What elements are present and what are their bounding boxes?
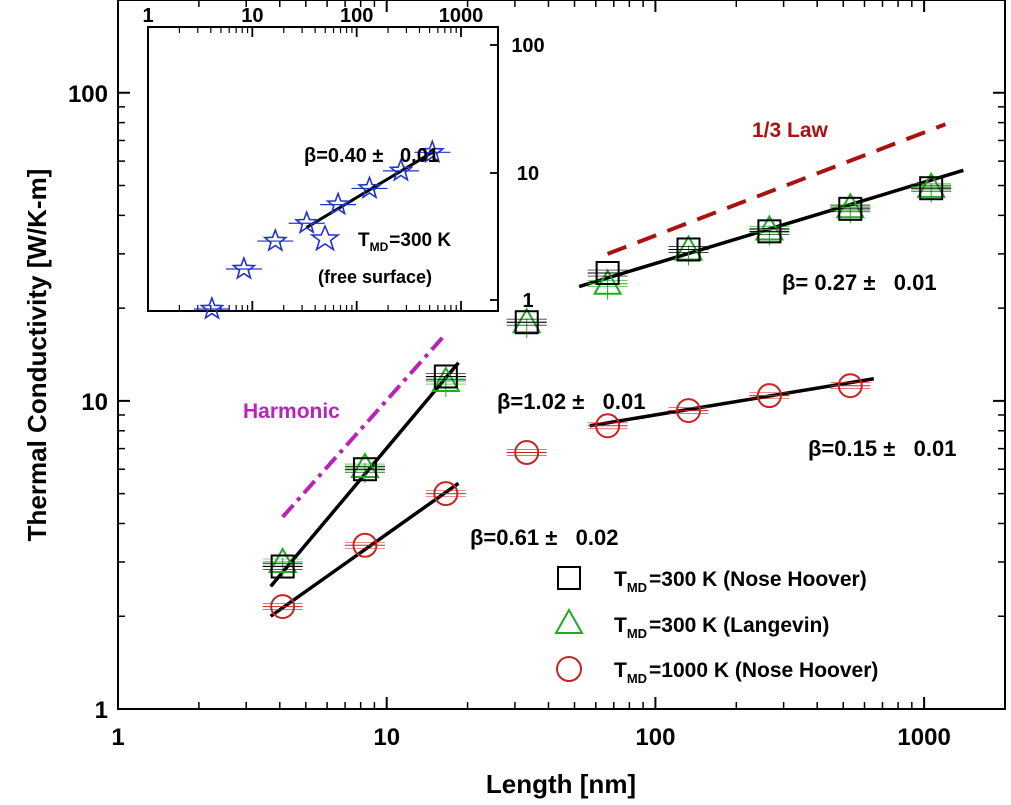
square-point: [514, 310, 539, 335]
y-tick-label: 1: [95, 697, 108, 724]
inset-data-points: [193, 138, 451, 320]
fit-line-2: [269, 481, 460, 618]
inset-frame: [147, 26, 499, 312]
square-point: [352, 457, 377, 482]
harmonic-line: [281, 332, 448, 519]
harmonic-label: Harmonic: [243, 400, 340, 423]
third-law-label: 1/3 Law: [752, 119, 829, 142]
circle-point: [756, 383, 782, 409]
legend: TMD=300 K (Nose Hoover) TMD=300 K (Lange…: [554, 566, 878, 686]
y-axis-title: Thermal Conductivity [W/K-m]: [22, 169, 52, 542]
inset-legend: TMD=300 K (free surface): [309, 223, 451, 287]
legend-marker-square: [557, 566, 581, 590]
legend-label-3: TMD=1000 K (Nose Hoover): [614, 659, 878, 686]
circle-point: [837, 373, 863, 399]
legend-marker-triangle: [554, 607, 584, 634]
data-points: [262, 171, 952, 620]
inset-star-point: [294, 209, 320, 234]
square-point: [757, 219, 782, 244]
inset-y-tick-label: 10: [517, 163, 539, 185]
inset-fit-line: [305, 150, 434, 229]
inset-axis-ticks: 1 10 100 1000 1 10 100: [142, 5, 544, 312]
square-point: [838, 196, 863, 221]
inset-x-tick-label: 100: [340, 5, 373, 27]
plot-frame: [117, 0, 1006, 710]
fit-line-4: [589, 377, 875, 428]
third-law-line: [606, 122, 947, 256]
legend-label-1: TMD=300 K (Nose Hoover): [614, 568, 867, 595]
inset-legend-note: (free surface): [318, 267, 432, 287]
legend-marker-circle: [556, 656, 582, 682]
circle-point: [676, 398, 702, 424]
legend-label-2: TMD=300 K (Langevin): [614, 614, 829, 641]
inset-x-tick-label: 10: [241, 5, 263, 27]
circle-point: [595, 413, 621, 439]
reference-lines: [281, 122, 947, 519]
y-tick-label: 10: [81, 389, 108, 416]
square-point: [270, 554, 295, 579]
beta-label-3: β= 0.27 ± 0.01: [782, 270, 937, 295]
inset-y-tick-label: 1: [522, 290, 533, 312]
square-point: [676, 237, 701, 262]
circle-point: [433, 481, 459, 507]
circle-point: [352, 532, 378, 558]
main-axis-ticks: 1 10 100 1000 1 10 100: [68, 0, 1006, 751]
beta-label-4: β=0.15 ± 0.01: [808, 436, 956, 461]
inset-beta-label: β=0.40 ± 0.01: [304, 145, 439, 167]
beta-label-2: β=0.61 ± 0.02: [470, 525, 618, 550]
x-tick-label: 1: [111, 724, 124, 751]
x-axis-title: Length [nm]: [486, 769, 636, 799]
beta-label-1: β=1.02 ± 0.01: [497, 389, 645, 414]
circle-point: [514, 439, 540, 465]
inset-star-point: [231, 255, 257, 280]
square-point: [919, 176, 944, 201]
square-point: [433, 364, 458, 389]
inset-x-tick-label: 1: [142, 5, 153, 27]
x-tick-label: 1000: [897, 724, 950, 751]
y-tick-label: 100: [68, 81, 108, 108]
inset-legend-star: [309, 223, 341, 252]
inset-star-point: [388, 157, 414, 182]
inset-chart: 1 10 100 1000 1 10 100 β=0.40 ± 0.01 TMD=300 K…: [142, 5, 545, 320]
inset-x-tick-label: 1000: [439, 5, 484, 27]
x-tick-label: 100: [635, 724, 675, 751]
inset-star-point: [199, 295, 225, 320]
square-point: [595, 261, 620, 286]
inset-star-point: [262, 227, 288, 252]
inset-fit-line: [305, 150, 434, 229]
inset-star-point: [356, 175, 383, 200]
inset-star-point: [419, 138, 446, 164]
inset-y-tick-label: 100: [511, 35, 544, 57]
circle-point: [270, 594, 296, 620]
x-tick-label: 10: [373, 724, 400, 751]
inset-star-point: [325, 191, 351, 216]
inset-legend-label: TMD=300 K: [358, 230, 451, 254]
